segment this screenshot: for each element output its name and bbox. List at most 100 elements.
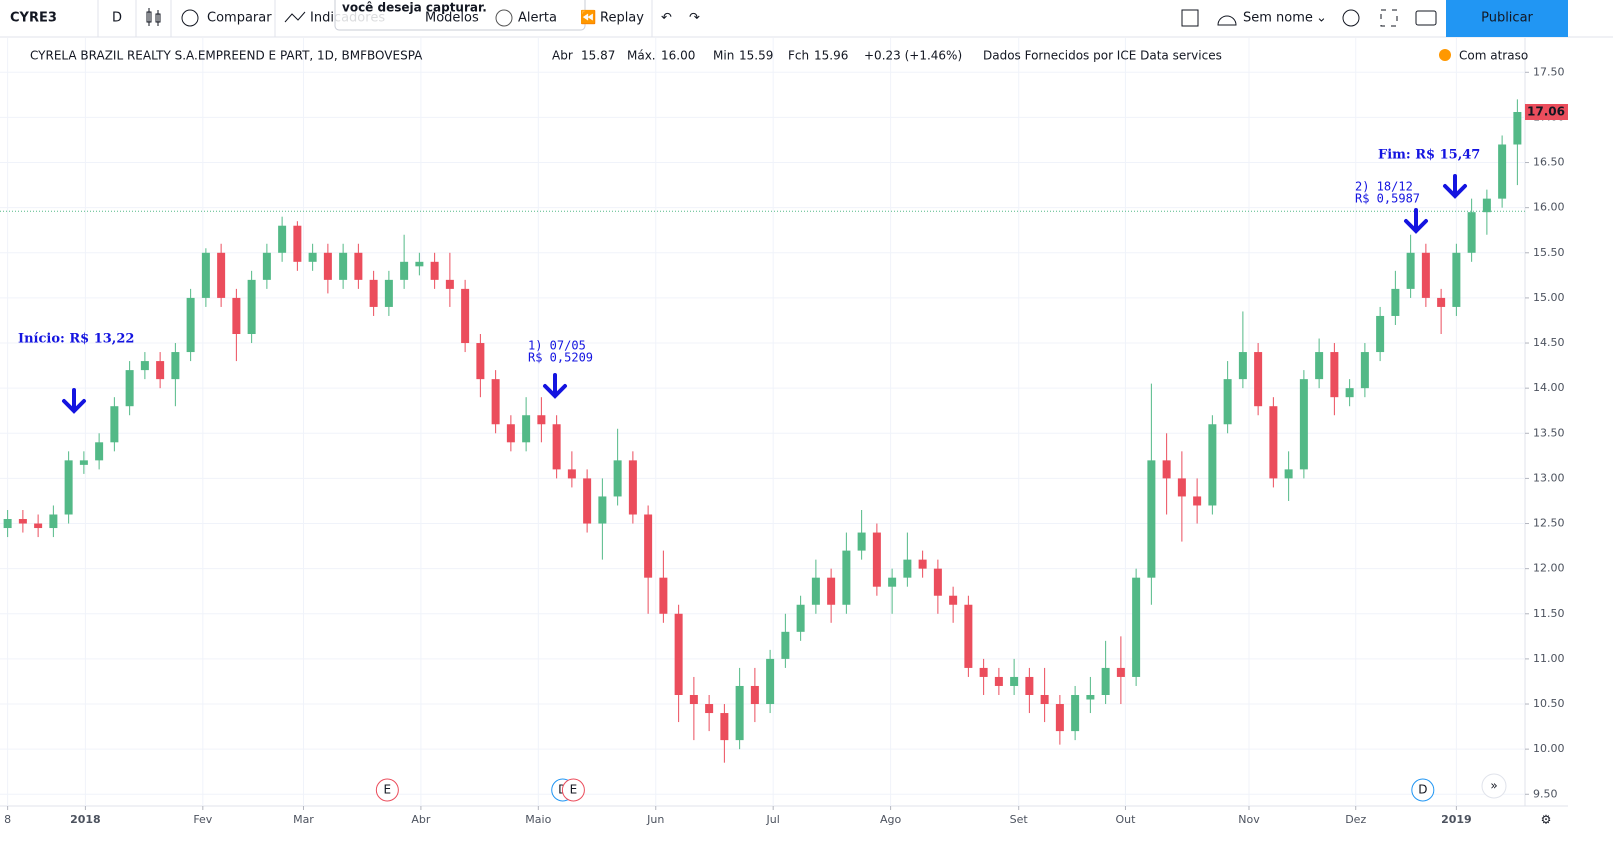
candle-body [1238,352,1247,380]
candle-body [537,415,546,425]
dividend-1-date: 1) 07/05 [528,339,586,353]
end-annotation: Fim: R$ 15,47 [1378,148,1480,163]
replay-icon[interactable]: ⏪ [580,10,596,26]
candle-body [964,604,973,668]
candle-body [217,252,226,298]
x-tick-label: 8 [4,813,11,826]
alert-button[interactable]: Alerta [518,11,557,26]
candle-body [339,252,348,280]
candle-body [461,288,470,344]
candle-body [323,252,332,280]
settings-icon[interactable] [1342,9,1360,27]
y-tick-label: 9.50 [1533,787,1558,800]
candle-body [278,225,287,253]
event-marker [1411,778,1435,802]
symbol[interactable]: CYRE3 [10,11,57,26]
candle-body [1421,252,1430,298]
y-tick-label: 15.00 [1533,291,1565,304]
candle-body [796,604,805,632]
candle-body [659,577,668,614]
candle-body [1040,694,1049,705]
scroll-icon[interactable]: » [1490,779,1497,793]
x-tick-label: Ago [880,813,902,826]
fullscreen-icon[interactable] [1380,9,1398,27]
candle-body [628,460,637,515]
cloud-icon[interactable] [1217,15,1237,26]
change-value: +0.23 (+1.46%) [864,49,962,63]
layout-dropdown[interactable]: ⌄ [1316,11,1327,26]
tooltip [334,0,586,31]
templates-button[interactable]: Modelos [425,11,479,26]
indicators-icon[interactable] [284,11,306,23]
layout-icon[interactable] [1181,9,1199,27]
candle-body [552,424,561,470]
event-label: D [1418,783,1427,797]
publish-button-bg[interactable] [1446,0,1568,37]
candle-body [720,713,729,741]
candle-body [400,261,409,280]
redo[interactable]: ↷ [689,11,701,26]
candle-body [918,559,927,569]
scroll-button[interactable] [1481,773,1507,799]
candle-body [766,658,775,705]
candle-body [308,252,317,262]
candle-body [1513,112,1522,145]
candle-body [1498,144,1507,199]
candle-body [689,694,698,705]
compare-button[interactable]: Comparar [207,11,272,26]
candle-body [445,279,454,289]
candle-body [613,460,622,497]
layout-name[interactable]: Sem nome [1243,11,1313,26]
toolbar [0,0,1613,37]
event-marker [375,778,399,802]
alert-icon[interactable] [495,9,513,27]
candle-body [1376,315,1385,353]
arrow [1404,208,1428,234]
candle-body [18,519,27,524]
candle-body [567,469,576,479]
candle-icon[interactable] [146,8,161,26]
x-tick-label: Maio [525,813,551,826]
candle-body [933,568,942,596]
interval[interactable]: D [112,11,122,26]
candle-body [674,613,683,695]
replay-button[interactable]: Replay [600,11,644,26]
candle-body [79,460,88,465]
candle-body [3,519,12,529]
compare-icon[interactable] [181,9,199,27]
undo[interactable]: ↶ [661,11,672,26]
candle-body [506,424,515,443]
candle-body [811,577,820,605]
candle-body [430,261,439,280]
candle-body [1116,667,1125,677]
dividend-2-value: R$ 0,5987 [1355,192,1420,206]
candle-body [369,279,378,307]
publish-button[interactable]: Publicar [1481,11,1533,26]
y-tick-label: 13.50 [1533,426,1565,439]
x-tick-label: Dez [1345,813,1366,826]
candle-body [1071,694,1080,732]
candle-body [1086,694,1095,700]
x-tick-label: Abr [411,813,431,826]
candle-body [903,559,912,578]
open-value: 15.87 [581,49,615,63]
snapshot-icon[interactable] [1415,10,1437,26]
candle-body [1208,424,1217,506]
candle-body [888,577,897,587]
candle-body [1010,676,1019,686]
delay-icon [1439,49,1451,61]
candle-body [1482,198,1491,213]
event-label: E [570,783,578,797]
candle-body [232,297,241,335]
y-tick-label: 10.50 [1533,697,1565,710]
plot: 9.50 10.00 10.50 11.00 11.50 12.00 12.50 13.00 1… [0,38,1568,826]
candle-body [95,442,104,461]
candle-body [994,676,1003,686]
axis-settings[interactable]: ⚙ [1541,813,1552,827]
candle-body [201,252,210,298]
candle-body [522,415,531,443]
candle-body [49,514,58,529]
candle-body [1345,388,1354,398]
x-tick-label: 2018 [70,813,101,826]
